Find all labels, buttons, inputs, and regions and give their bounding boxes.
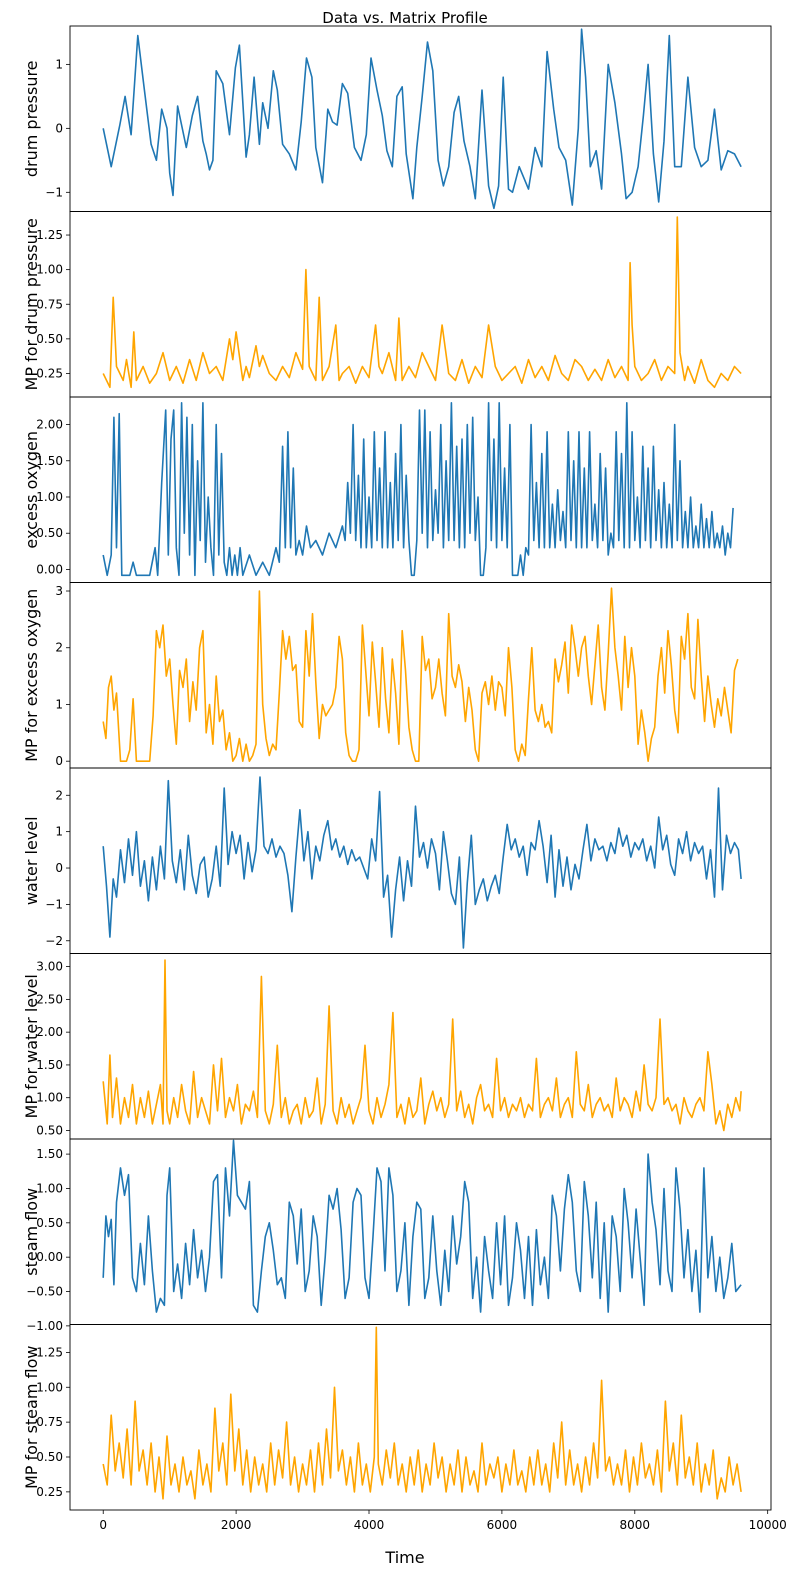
y-tick-label-7-1: −0.50 bbox=[26, 1285, 63, 1299]
series-line-1 bbox=[102, 28, 742, 210]
y-axis-label-6: MP for water level bbox=[22, 974, 41, 1118]
y-tick-label-2-3: 1.00 bbox=[36, 263, 63, 277]
x-tick-label-2: 4000 bbox=[354, 1518, 385, 1532]
y-tick-label-3-1: 0.50 bbox=[36, 526, 63, 540]
y-tick-label-5-3: 1 bbox=[55, 825, 63, 839]
series-line-8 bbox=[102, 1326, 742, 1500]
y-tick-label-6-5: 3.00 bbox=[36, 960, 63, 974]
x-tick-label-0: 0 bbox=[99, 1518, 107, 1532]
y-axis-label-8: MP for steam flow bbox=[22, 1346, 41, 1490]
y-tick-label-7-5: 1.50 bbox=[36, 1147, 63, 1161]
y-tick-label-6-2: 1.50 bbox=[36, 1058, 63, 1072]
x-axis-label: Time bbox=[384, 1548, 424, 1567]
y-axis-label-7: steam flow bbox=[22, 1188, 41, 1276]
panel-frame-5 bbox=[69, 767, 772, 954]
x-tick-label-5: 10000 bbox=[749, 1518, 787, 1532]
y-tick-label-2-1: 0.50 bbox=[36, 332, 63, 346]
series-line-3 bbox=[102, 402, 734, 577]
y-tick-label-7-3: 0.50 bbox=[36, 1216, 63, 1230]
y-axis-label-2: MP for drum pressure bbox=[22, 218, 41, 390]
series-line-4 bbox=[102, 587, 739, 762]
y-tick-label-1-0: −1 bbox=[45, 185, 63, 199]
y-tick-label-6-4: 2.50 bbox=[36, 992, 63, 1006]
y-tick-label-4-2: 2 bbox=[55, 641, 63, 655]
x-tick-label-4: 8000 bbox=[620, 1518, 651, 1532]
y-tick-label-2-0: 0.25 bbox=[36, 366, 63, 380]
panel-frame-6 bbox=[69, 953, 772, 1140]
y-tick-label-8-1: 0.50 bbox=[36, 1450, 63, 1464]
y-tick-label-8-2: 0.75 bbox=[36, 1415, 63, 1429]
y-tick-label-7-2: 0.00 bbox=[36, 1250, 63, 1264]
y-axis-label-1: drum pressure bbox=[22, 60, 41, 177]
series-line-6 bbox=[102, 959, 742, 1132]
y-tick-label-3-4: 2.00 bbox=[36, 418, 63, 432]
y-tick-label-5-0: −2 bbox=[45, 934, 63, 948]
y-tick-label-6-3: 2.00 bbox=[36, 1025, 63, 1039]
y-tick-label-5-2: 0 bbox=[55, 861, 63, 875]
series-line-5 bbox=[102, 776, 742, 949]
y-axis-label-4: MP for excess oxygen bbox=[22, 589, 41, 762]
y-tick-label-1-1: 0 bbox=[55, 121, 63, 135]
x-tick-label-1: 2000 bbox=[221, 1518, 252, 1532]
y-tick-label-2-4: 1.25 bbox=[36, 228, 63, 242]
y-tick-label-5-4: 2 bbox=[55, 788, 63, 802]
y-tick-label-2-2: 0.75 bbox=[36, 297, 63, 311]
y-tick-label-8-0: 0.25 bbox=[36, 1485, 63, 1499]
y-tick-label-8-3: 1.00 bbox=[36, 1380, 63, 1394]
y-tick-label-5-1: −1 bbox=[45, 897, 63, 911]
y-tick-label-7-4: 1.00 bbox=[36, 1181, 63, 1195]
series-line-2 bbox=[102, 216, 742, 389]
y-tick-label-7-0: −1.00 bbox=[26, 1319, 63, 1333]
y-axis-label-5: water level bbox=[22, 816, 41, 905]
y-tick-label-4-0: 0 bbox=[55, 754, 63, 768]
series-line-7 bbox=[102, 1139, 742, 1313]
y-tick-label-4-3: 3 bbox=[55, 584, 63, 598]
y-tick-label-3-3: 1.50 bbox=[36, 454, 63, 468]
y-tick-label-8-4: 1.25 bbox=[36, 1345, 63, 1359]
y-axis-label-3: excess oxygen bbox=[22, 431, 41, 549]
y-tick-label-6-0: 0.50 bbox=[36, 1123, 63, 1137]
panel-frame-8 bbox=[69, 1324, 772, 1511]
y-tick-label-3-0: 0.00 bbox=[36, 562, 63, 576]
y-tick-label-3-2: 1.00 bbox=[36, 490, 63, 504]
x-tick-label-3: 6000 bbox=[487, 1518, 518, 1532]
chart-title: Data vs. Matrix Profile bbox=[322, 9, 487, 27]
y-tick-label-6-1: 1.00 bbox=[36, 1091, 63, 1105]
y-tick-label-4-1: 1 bbox=[55, 697, 63, 711]
y-tick-label-1-2: 1 bbox=[55, 57, 63, 71]
